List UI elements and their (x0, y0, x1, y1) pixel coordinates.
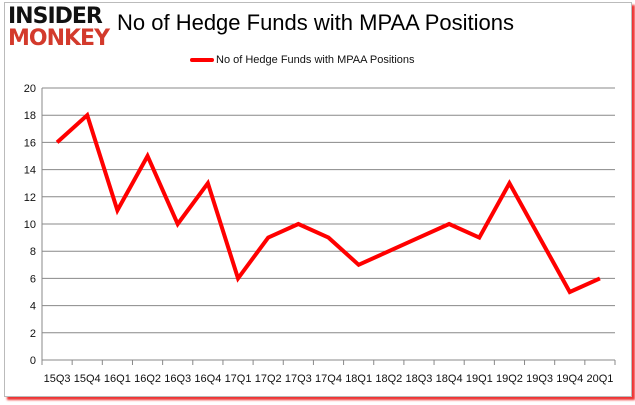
x-tick-label: 20Q1 (586, 373, 613, 385)
y-tick-label: 18 (24, 110, 36, 122)
legend: No of Hedge Funds with MPAA Positions (190, 54, 415, 66)
x-tick-label: 19Q3 (526, 373, 553, 385)
y-tick-label: 16 (24, 137, 36, 149)
x-tick-label: 15Q3 (44, 373, 71, 385)
y-tick-label: 12 (24, 192, 36, 204)
logo-line2: MONKEY (8, 26, 110, 51)
x-tick-label: 18Q2 (375, 373, 402, 385)
x-tick-label: 18Q1 (345, 373, 372, 385)
x-tick-label: 19Q1 (466, 373, 493, 385)
legend-swatch (190, 58, 214, 62)
chart-title: No of Hedge Funds with MPAA Positions (117, 10, 515, 35)
insider-monkey-logo: INSIDER MONKEY (8, 4, 110, 51)
x-tick-label: 16Q3 (164, 373, 191, 385)
x-tick-label: 17Q3 (285, 373, 312, 385)
x-tick-label: 18Q3 (406, 373, 433, 385)
x-tick-label: 17Q1 (225, 373, 252, 385)
x-tick-label: 16Q1 (104, 373, 131, 385)
y-tick-label: 10 (24, 219, 36, 231)
x-tick-label: 18Q4 (436, 373, 463, 385)
y-tick-label: 6 (30, 273, 36, 285)
y-tick-label: 20 (24, 83, 36, 95)
x-tick-label: 16Q4 (194, 373, 221, 385)
x-tick-label: 17Q4 (315, 373, 342, 385)
x-tick-label: 16Q2 (134, 373, 161, 385)
x-tick-label: 19Q2 (496, 373, 523, 385)
y-tick-label: 8 (30, 246, 36, 258)
x-tick-label: 15Q4 (74, 373, 101, 385)
y-tick-label: 2 (30, 328, 36, 340)
y-tick-label: 4 (30, 301, 36, 313)
x-tick-label: 19Q4 (556, 373, 583, 385)
legend-label: No of Hedge Funds with MPAA Positions (216, 54, 415, 66)
chart-frame (4, 2, 632, 397)
y-tick-label: 14 (24, 165, 36, 177)
y-tick-label: 0 (30, 355, 36, 367)
logo-line1: INSIDER (8, 4, 103, 29)
x-tick-label: 17Q2 (255, 373, 282, 385)
series-line (55, 111, 601, 295)
